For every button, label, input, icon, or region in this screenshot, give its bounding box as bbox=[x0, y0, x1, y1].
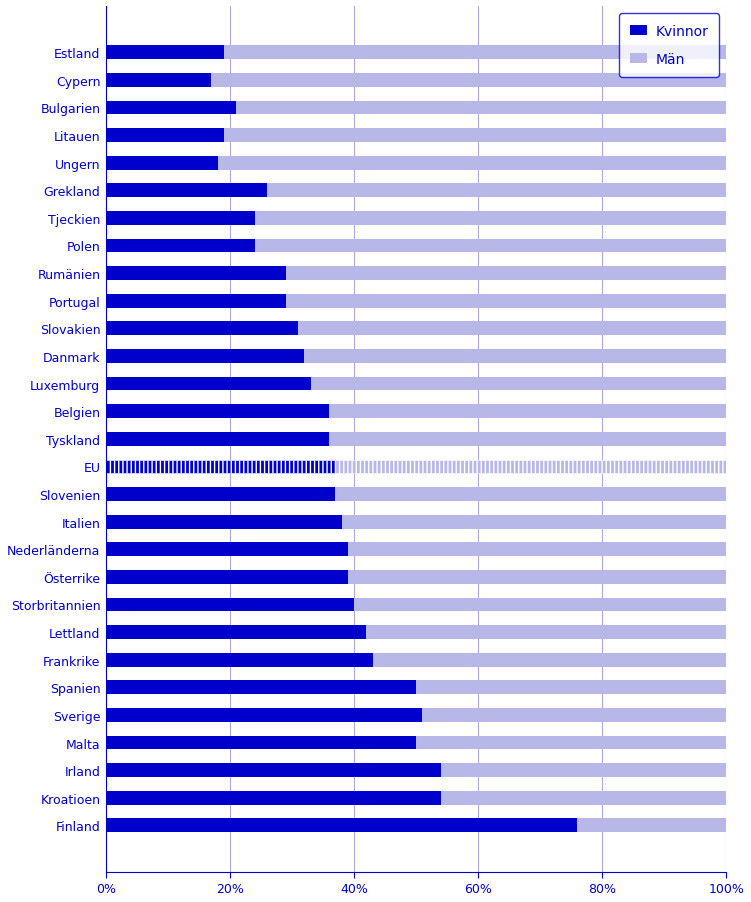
Bar bbox=[106, 377, 311, 391]
Bar bbox=[106, 625, 366, 640]
Bar bbox=[224, 129, 726, 143]
Bar bbox=[106, 570, 348, 584]
Bar bbox=[578, 819, 726, 833]
Bar bbox=[106, 239, 255, 253]
Bar bbox=[106, 681, 416, 695]
Bar bbox=[211, 74, 726, 87]
Bar bbox=[348, 543, 726, 557]
Bar bbox=[422, 708, 726, 722]
Bar bbox=[106, 350, 304, 364]
Bar bbox=[329, 405, 726, 419]
Bar bbox=[106, 267, 285, 281]
Bar bbox=[106, 460, 336, 474]
Bar bbox=[106, 708, 422, 722]
Bar bbox=[106, 488, 336, 502]
Bar bbox=[298, 322, 726, 336]
Bar bbox=[416, 736, 726, 750]
Bar bbox=[106, 653, 372, 667]
Bar bbox=[416, 681, 726, 695]
Bar bbox=[106, 101, 236, 115]
Bar bbox=[441, 763, 726, 778]
Bar bbox=[441, 791, 726, 805]
Bar bbox=[106, 543, 348, 557]
Bar bbox=[106, 598, 354, 612]
Bar bbox=[218, 157, 726, 170]
Bar bbox=[224, 46, 726, 60]
Bar bbox=[106, 736, 416, 750]
Bar bbox=[106, 184, 267, 198]
Bar bbox=[285, 267, 726, 281]
Bar bbox=[106, 212, 255, 226]
Bar bbox=[285, 294, 726, 308]
Bar bbox=[304, 350, 726, 364]
Bar bbox=[106, 157, 218, 170]
Bar bbox=[336, 460, 726, 474]
Bar bbox=[236, 101, 726, 115]
Bar bbox=[106, 515, 342, 529]
Bar bbox=[336, 488, 726, 502]
Bar bbox=[311, 377, 726, 391]
Bar bbox=[372, 653, 726, 667]
Bar bbox=[106, 129, 224, 143]
Bar bbox=[348, 570, 726, 584]
Bar bbox=[106, 322, 298, 336]
Bar bbox=[366, 625, 726, 640]
Bar bbox=[255, 212, 726, 226]
Legend: Kvinnor, Män: Kvinnor, Män bbox=[619, 14, 719, 78]
Bar bbox=[106, 294, 285, 308]
Bar bbox=[354, 598, 726, 612]
Bar bbox=[106, 432, 329, 446]
Bar bbox=[267, 184, 726, 198]
Bar bbox=[329, 432, 726, 446]
Bar bbox=[106, 791, 441, 805]
Bar bbox=[106, 819, 578, 833]
Bar bbox=[106, 405, 329, 419]
Bar bbox=[106, 46, 224, 60]
Bar bbox=[106, 763, 441, 778]
Bar bbox=[255, 239, 726, 253]
Bar bbox=[106, 74, 211, 87]
Bar bbox=[342, 515, 726, 529]
